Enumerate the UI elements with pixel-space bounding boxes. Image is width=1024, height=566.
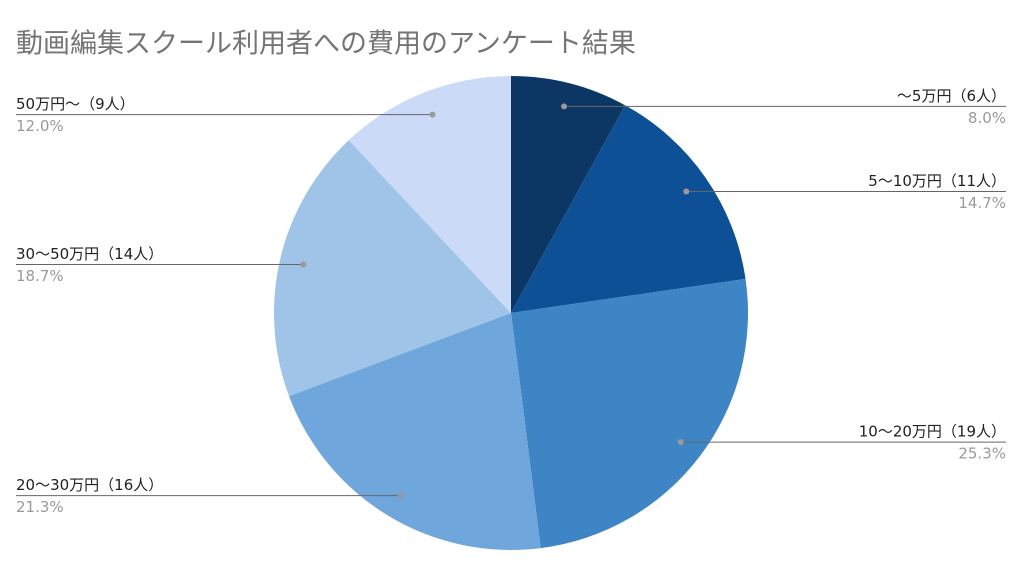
leader-dot [397,492,404,499]
leader-dot [677,439,684,446]
legend-label: 10〜20万円（19人） [859,423,1006,441]
legend-label: 5〜10万円（11人） [868,172,1006,190]
pie-slice [289,313,541,550]
value-label: 21.3% [16,498,64,516]
value-label: 14.7% [958,194,1006,212]
leader-dot [300,261,307,268]
value-label: 25.3% [958,445,1006,463]
pie-slice [511,76,626,313]
pie-slice [348,76,511,313]
legend-label: 20〜30万円（16人） [16,476,163,494]
chart-title: 動画編集スクール利用者への費用のアンケート結果 [16,29,636,60]
leader-dot [683,188,690,195]
pie-slice [274,140,511,397]
leader-dot [429,111,436,118]
legend-label: 〜5万円（6人） [897,87,1006,105]
value-label: 12.0% [16,117,64,135]
legend-label: 50万円〜（9人） [16,95,135,113]
leader-dot [561,103,568,110]
pie-slice [511,105,746,314]
value-label: 8.0% [968,109,1006,127]
value-label: 18.7% [16,267,64,285]
legend-label: 30〜50万円（14人） [16,245,163,263]
pie-slice [511,278,748,549]
